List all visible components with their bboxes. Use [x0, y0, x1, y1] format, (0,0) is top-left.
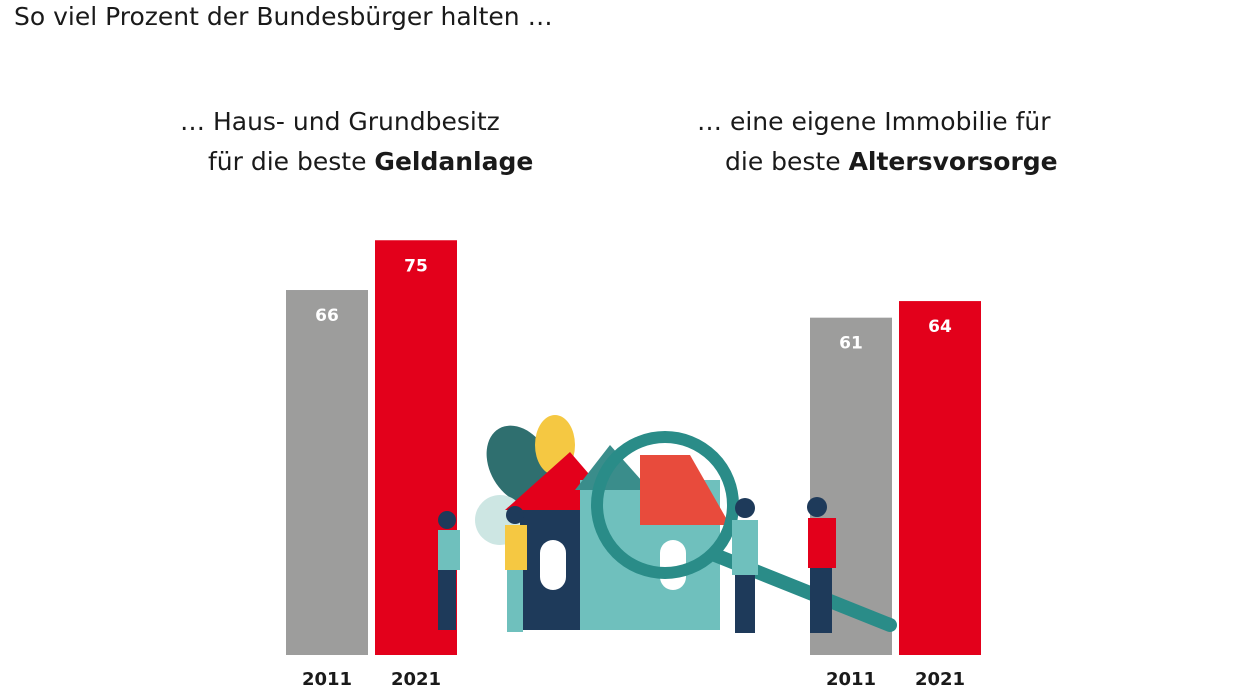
data-label: 66 — [315, 306, 339, 326]
house-illustration-icon — [438, 415, 897, 633]
data-label: 64 — [928, 317, 952, 337]
data-label: 61 — [839, 334, 863, 354]
subtitle-bold: Altersvorsorge — [848, 147, 1058, 176]
data-label: 75 — [404, 256, 428, 276]
subtitle-geldanlage: … Haus- und Grundbesitz für die beste Ge… — [180, 102, 533, 182]
x-tick-label: 2011 — [826, 669, 876, 690]
x-tick-label: 2011 — [302, 669, 352, 690]
bar-2021 — [899, 301, 981, 655]
subtitle-line2: die beste Altersvorsorge — [697, 142, 1058, 182]
bar-2011 — [286, 290, 368, 655]
subtitle-line1: … Haus- und Grundbesitz — [180, 107, 500, 136]
subtitle-line2: für die beste Geldanlage — [180, 142, 533, 182]
chart-title: So viel Prozent der Bundesbürger halten … — [14, 2, 553, 31]
x-tick-label: 2021 — [391, 669, 441, 690]
x-tick-label: 2021 — [915, 669, 965, 690]
subtitle-line1: … eine eigene Immobilie für — [697, 107, 1051, 136]
subtitle-prefix: für die beste — [208, 147, 375, 176]
subtitle-bold: Geldanlage — [374, 147, 534, 176]
subtitle-altersvorsorge: … eine eigene Immobilie für die beste Al… — [697, 102, 1058, 182]
subtitle-prefix: die beste — [725, 147, 849, 176]
